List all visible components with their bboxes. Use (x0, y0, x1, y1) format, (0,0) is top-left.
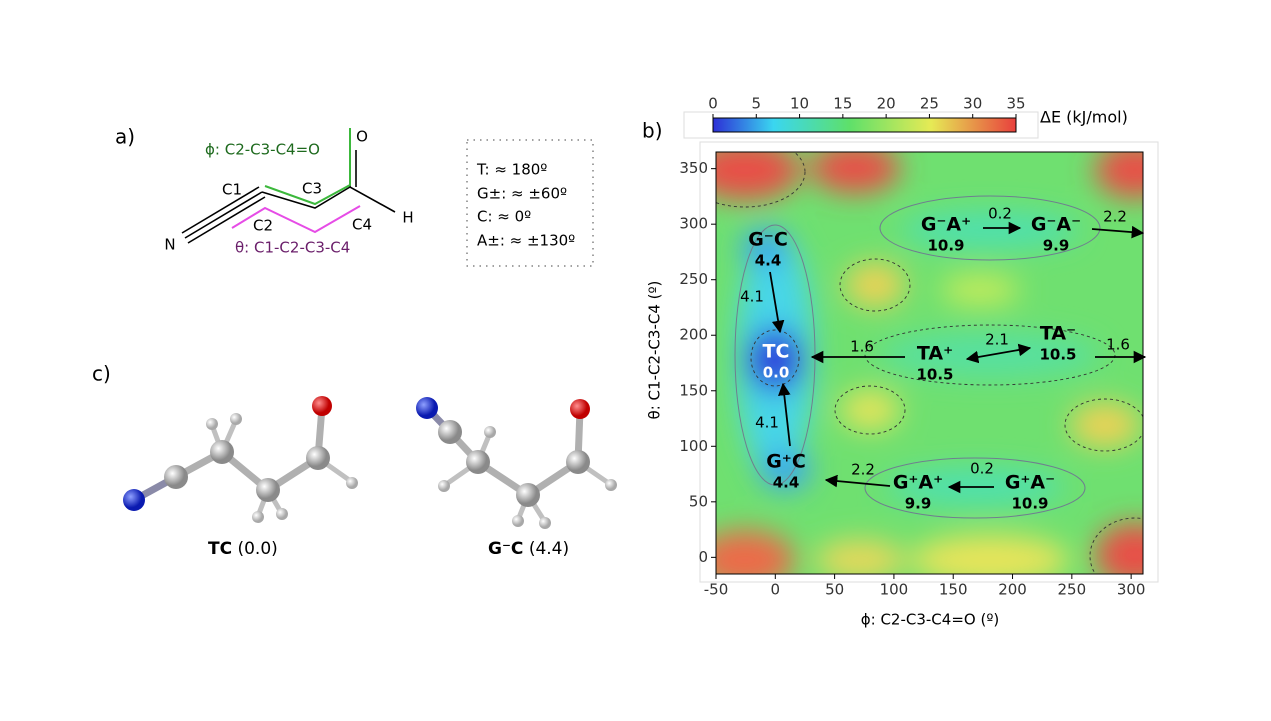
minimum-name: G⁺A⁻ (1005, 472, 1055, 494)
panel-label: c) (92, 362, 111, 386)
x-tick-label: 50 (825, 581, 844, 599)
x-tick-label: 250 (1058, 581, 1087, 599)
minimum-energy: 9.9 (905, 495, 932, 513)
legend-box (466, 139, 594, 267)
legend-item: G±: ≈ ±60º (477, 185, 567, 203)
colorbar-tick-label: 5 (752, 95, 762, 113)
colorbar-tick-label: 0 (708, 95, 718, 113)
minimum-name: TC (763, 341, 790, 363)
x-tick-label: 0 (771, 581, 781, 599)
barrier-label: 2.2 (1103, 208, 1127, 226)
minimum-energy: 4.4 (773, 474, 800, 492)
barrier-label: 1.6 (850, 338, 874, 356)
colorbar-label: ΔE (kJ/mol) (1040, 108, 1128, 127)
colorbar-tick-label: 35 (1006, 95, 1025, 113)
minimum-name: TA⁺ (917, 343, 953, 365)
y-axis-label: θ: C1-C2-C3-C4 (º) (646, 281, 664, 420)
energy-surface (716, 152, 1143, 574)
minimum-energy: 10.9 (1011, 495, 1048, 513)
molecule-caption: TC (0.0) (208, 539, 278, 559)
theta-label: θ: C1-C2-C3-C4 (235, 239, 350, 257)
atom-label: C4 (352, 216, 372, 234)
legend-item: C: ≈ 0º (477, 208, 531, 226)
minimum-energy: 10.9 (927, 237, 964, 255)
colorbar-frame (683, 111, 1039, 139)
atom-label: O (356, 128, 368, 146)
y-tick-label: 300 (679, 215, 708, 233)
plot-frame (699, 141, 1159, 583)
barrier-label: 2.1 (985, 331, 1009, 349)
barrier-label: 1.6 (1106, 336, 1130, 354)
colorbar-tick-label: 15 (833, 95, 852, 113)
y-tick-label: 350 (679, 159, 708, 177)
panel-c: c) TC (0.0) G⁻C (4.4) (92, 362, 617, 559)
colorbar-tick-label: 30 (963, 95, 982, 113)
colorbar-tick-label: 20 (877, 95, 896, 113)
y-tick-label: 50 (689, 492, 708, 510)
arrows (769, 221, 1147, 494)
y-tick-label: 100 (679, 437, 708, 455)
y-tick-label: 250 (679, 270, 708, 288)
x-tick-label: 100 (880, 581, 909, 599)
minimum-energy: 10.5 (916, 366, 953, 384)
legend-item: A±: ≈ ±130º (477, 232, 575, 250)
molecule-name: TC (208, 539, 232, 559)
atom-label: N (164, 236, 175, 254)
minimum-name: G⁺A⁺ (893, 472, 943, 494)
y-tick-label: 200 (679, 326, 708, 344)
x-tick-label: 150 (939, 581, 968, 599)
theta-marker (231, 205, 361, 234)
minimum-name: G⁻A⁻ (1031, 214, 1081, 236)
molecule-gc (416, 397, 617, 529)
atom-label: C1 (222, 181, 242, 199)
phi-marker (264, 128, 351, 206)
minimum-energy: 10.5 (1039, 346, 1076, 364)
colorbar (712, 117, 1017, 133)
legend-item: T: ≈ 180º (476, 161, 547, 179)
colorbar-tick-label: 25 (920, 95, 939, 113)
barrier-label: 0.2 (988, 205, 1012, 223)
molecule-energy: (4.4) (529, 539, 569, 559)
panel-b: b) ΔE (kJ/mol) ϕ: C2-C3-C4=O (º) θ: C1-C… (642, 95, 1159, 629)
molecule-caption: G⁻C (4.4) (488, 539, 569, 559)
minimum-name: G⁺C (766, 451, 806, 473)
panel-a: a) ϕ: C2-C3-C4=O θ: C1-C2-C3-C4 N C1 C2 … (115, 125, 594, 267)
barrier-label: 4.1 (740, 288, 764, 306)
molecule-energy: (0.0) (237, 539, 277, 559)
panel-label: a) (115, 125, 135, 149)
minimum-name: TA⁻ (1040, 323, 1076, 345)
barrier-label: 0.2 (970, 460, 994, 478)
phi-label: ϕ: C2-C3-C4=O (205, 141, 320, 159)
atom-label: C2 (253, 217, 273, 235)
minimum-energy: 9.9 (1043, 237, 1070, 255)
x-tick-label: 300 (1117, 581, 1146, 599)
molecule-name: G⁻C (488, 539, 523, 559)
x-tick-label: -50 (704, 581, 729, 599)
x-axis-label: ϕ: C2-C3-C4=O (º) (861, 611, 1000, 629)
atom-label: C3 (302, 180, 322, 198)
x-tick-label: 200 (998, 581, 1027, 599)
minimum-energy: 4.4 (755, 252, 782, 270)
panel-label: b) (642, 119, 663, 143)
atom-label: H (402, 209, 413, 227)
molecule-tc (123, 396, 358, 523)
minimum-name: G⁻A⁺ (921, 214, 971, 236)
minimum-name: G⁻C (748, 229, 788, 251)
barrier-label: 4.1 (755, 414, 779, 432)
barrier-label: 2.2 (851, 461, 875, 479)
colorbar-tick-label: 10 (790, 95, 809, 113)
y-tick-label: 0 (698, 548, 708, 566)
y-tick-label: 150 (679, 381, 708, 399)
minimum-energy: 0.0 (763, 364, 790, 382)
